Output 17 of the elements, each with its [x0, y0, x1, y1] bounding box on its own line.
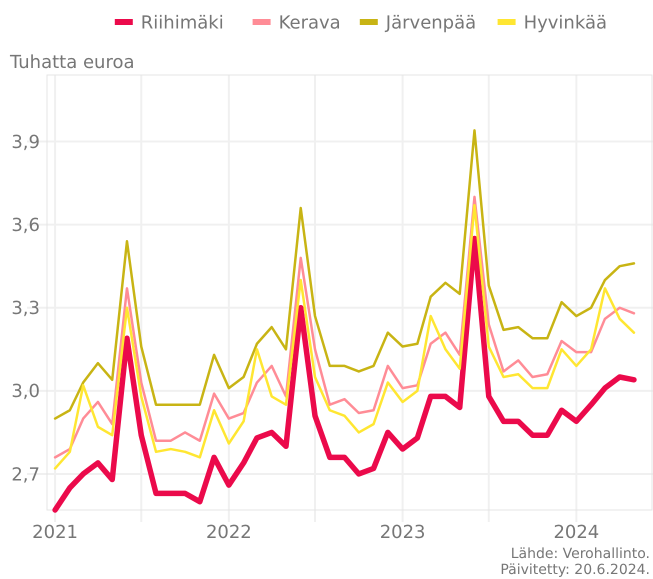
x-tick-label: 2024 — [553, 522, 600, 543]
x-tick-label: 2023 — [380, 522, 426, 543]
x-tick-label: 2022 — [206, 522, 252, 543]
y-tick-label: 3,3 — [11, 298, 40, 320]
y-tick-label: 2,7 — [11, 464, 40, 486]
y-axis-title: Tuhatta euroa — [9, 52, 135, 73]
line-series — [54, 129, 636, 420]
x-tick-label: 2021 — [32, 522, 78, 543]
y-tick-label: 3,0 — [11, 381, 40, 402]
legend-label: Riihimäki — [140, 12, 224, 34]
text: Päivitetty: 20.6.2024. — [500, 562, 650, 578]
text: Lähde: Verohallinto. — [510, 546, 650, 562]
y-tick-label: 3,6 — [11, 214, 40, 236]
legend-label: Kerava — [278, 12, 341, 34]
y-tick-label: 3,9 — [11, 132, 40, 153]
legend-label: Järvenpää — [384, 12, 476, 34]
legend-label: Hyvinkää — [524, 12, 608, 34]
